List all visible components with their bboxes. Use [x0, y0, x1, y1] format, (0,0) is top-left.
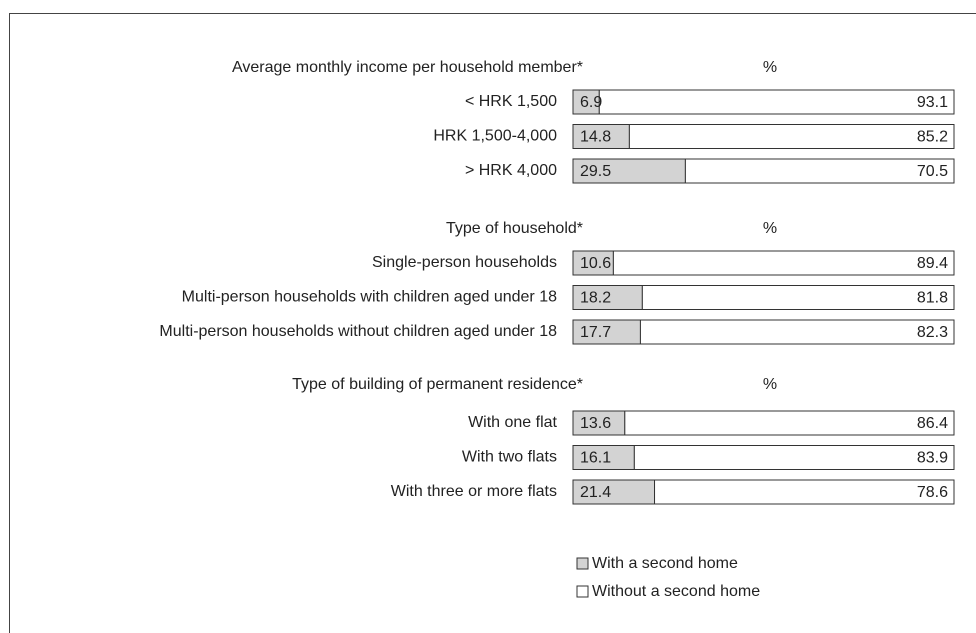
bar-segment — [639, 319, 955, 345]
category-label: With three or more flats — [391, 483, 557, 500]
value-label: 29.5 — [580, 163, 611, 180]
group-title: Type of household* — [446, 220, 583, 237]
value-label: 6.9 — [580, 94, 602, 111]
bar-segment — [598, 89, 955, 115]
legend-swatch — [576, 585, 589, 598]
frame — [9, 13, 976, 633]
value-label: 17.7 — [580, 324, 611, 341]
value-label: 93.1 — [917, 94, 948, 111]
value-label: 78.6 — [917, 484, 948, 501]
bar-segment — [572, 479, 656, 505]
bar-segment — [572, 124, 630, 149]
value-label: 14.8 — [580, 129, 611, 146]
bar-segment — [628, 124, 955, 149]
category-label: < HRK 1,500 — [465, 93, 557, 110]
category-label: With two flats — [462, 449, 557, 466]
bar-segment — [572, 158, 686, 184]
category-label: Single-person households — [372, 254, 557, 271]
bar-segment — [684, 158, 955, 184]
unit-label: % — [763, 220, 777, 237]
bar-segment — [624, 410, 955, 436]
bar-segment — [654, 479, 955, 505]
unit-label: % — [763, 59, 777, 76]
value-label: 82.3 — [917, 324, 948, 341]
value-label: 81.8 — [917, 290, 948, 307]
unit-label: % — [763, 376, 777, 393]
value-label: 10.6 — [580, 255, 611, 272]
category-label: Multi-person households with children ag… — [182, 289, 557, 306]
value-label: 70.5 — [917, 163, 948, 180]
bar-segment — [612, 250, 955, 276]
value-label: 21.4 — [580, 484, 611, 501]
value-label: 86.4 — [917, 415, 948, 432]
value-label: 83.9 — [917, 450, 948, 467]
legend-swatch — [576, 557, 589, 570]
legend-label: Without a second home — [592, 583, 760, 600]
group-title: Average monthly income per household mem… — [232, 59, 583, 76]
value-label: 85.2 — [917, 129, 948, 146]
category-label: HRK 1,500-4,000 — [433, 128, 557, 145]
value-label: 13.6 — [580, 415, 611, 432]
category-label: With one flat — [468, 414, 557, 431]
category-label: > HRK 4,000 — [465, 162, 557, 179]
value-label: 18.2 — [580, 290, 611, 307]
value-label: 89.4 — [917, 255, 948, 272]
legend-label: With a second home — [592, 555, 738, 572]
value-label: 16.1 — [580, 450, 611, 467]
category-label: Multi-person households without children… — [159, 323, 557, 340]
group-title: Type of building of permanent residence* — [292, 376, 583, 393]
bar-segment — [633, 445, 955, 470]
bar-segment — [641, 285, 955, 310]
